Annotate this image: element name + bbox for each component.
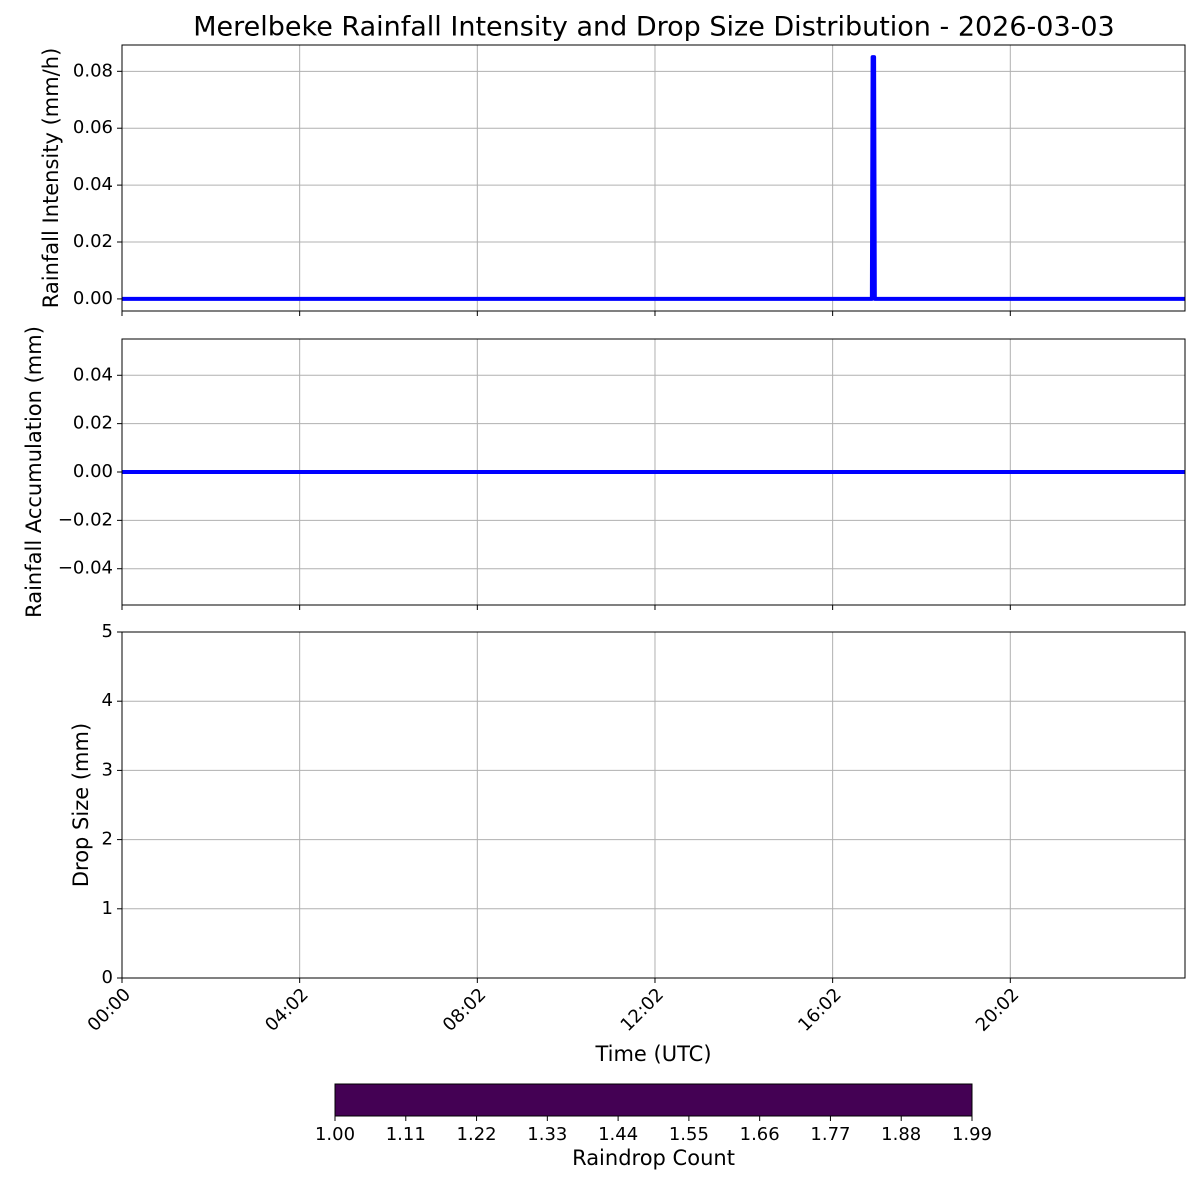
data-line (122, 55, 1185, 301)
colorbar-tick-label: 1.22 (457, 1124, 497, 1145)
y-tick-label: 0.06 (73, 117, 113, 138)
x-tick-label: 00:00 (84, 984, 136, 1036)
colorbar-tick-label: 1.11 (386, 1124, 426, 1145)
colorbar-tick-label: 1.88 (881, 1124, 921, 1145)
colorbar (334, 1083, 973, 1117)
y-tick-label: 0.04 (73, 364, 113, 385)
y-tick-label: 4 (102, 690, 113, 711)
y-tick-label: 0.04 (73, 174, 113, 195)
x-axis-label: Time (UTC) (594, 1042, 711, 1066)
y-tick-label: 1 (102, 898, 113, 919)
y-axis-label: Rainfall Accumulation (mm) (22, 326, 46, 618)
x-tick-label: 08:02 (439, 984, 491, 1036)
y-tick-label: 0.02 (73, 231, 113, 252)
colorbar-tick-label: 1.44 (598, 1124, 638, 1145)
colorbar-tick-label: 1.55 (669, 1124, 709, 1145)
x-tick-label: 20:02 (972, 984, 1024, 1036)
y-tick-label: 2 (102, 829, 113, 850)
y-tick-label: 5 (102, 621, 113, 642)
y-axis-label: Rainfall Intensity (mm/h) (39, 48, 63, 309)
axes-frame (121, 631, 1186, 979)
x-tick-label: 04:02 (261, 984, 313, 1036)
colorbar-label: Raindrop Count (572, 1146, 735, 1170)
chart-title: Merelbeke Rainfall Intensity and Drop Si… (193, 12, 1114, 43)
colorbar-tick-label: 1.99 (952, 1124, 992, 1145)
y-tick-label: 0.02 (73, 413, 113, 434)
y-axis-label: Drop Size (mm) (69, 723, 93, 887)
axes-frame (121, 44, 1186, 312)
axes-frame (121, 338, 1186, 606)
y-tick-label: −0.04 (58, 558, 113, 579)
colorbar-tick-label: 1.66 (740, 1124, 780, 1145)
y-tick-label: 0.00 (73, 461, 113, 482)
colorbar-tick-label: 1.33 (527, 1124, 567, 1145)
y-tick-label: 3 (102, 759, 113, 780)
y-tick-label: 0.08 (73, 60, 113, 81)
colorbar-tick-label: 1.77 (810, 1124, 850, 1145)
y-tick-label: −0.02 (58, 509, 113, 530)
colorbar-tick-label: 1.00 (315, 1124, 355, 1145)
x-tick-label: 16:02 (794, 984, 846, 1036)
y-tick-label: 0.00 (73, 288, 113, 309)
y-tick-label: 0 (102, 967, 113, 988)
x-tick-label: 12:02 (617, 984, 669, 1036)
